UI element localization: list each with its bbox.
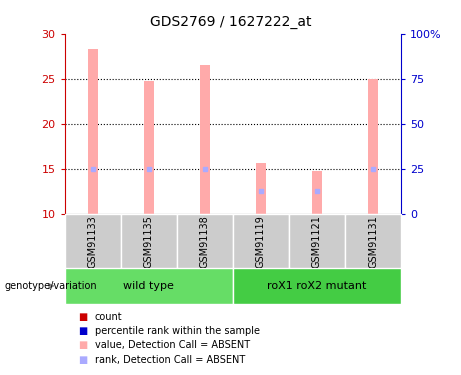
Text: ■: ■ [78, 340, 88, 350]
Bar [65, 214, 121, 268]
Bar [177, 214, 233, 268]
Text: GSM91121: GSM91121 [312, 215, 322, 268]
Text: GDS2769 / 1627222_at: GDS2769 / 1627222_at [150, 15, 311, 29]
Text: rank, Detection Call = ABSENT: rank, Detection Call = ABSENT [95, 355, 245, 364]
Bar [256, 164, 266, 214]
Bar [233, 214, 289, 268]
Bar [368, 79, 378, 214]
Bar [121, 214, 177, 268]
Text: ■: ■ [78, 312, 88, 322]
Text: GSM91138: GSM91138 [200, 215, 210, 268]
Bar [200, 65, 210, 214]
Text: roX1 roX2 mutant: roX1 roX2 mutant [267, 281, 366, 291]
FancyArrowPatch shape [48, 284, 53, 288]
Bar [65, 268, 233, 304]
Text: GSM91133: GSM91133 [88, 215, 98, 268]
Text: GSM91119: GSM91119 [256, 215, 266, 268]
Text: value, Detection Call = ABSENT: value, Detection Call = ABSENT [95, 340, 249, 350]
Bar [312, 171, 322, 214]
Bar [289, 214, 345, 268]
Bar [233, 268, 401, 304]
Text: genotype/variation: genotype/variation [5, 281, 97, 291]
Text: ■: ■ [78, 326, 88, 336]
Text: GSM91135: GSM91135 [144, 215, 154, 268]
Bar [88, 49, 98, 214]
Text: count: count [95, 312, 122, 322]
Text: wild type: wild type [123, 281, 174, 291]
Text: percentile rank within the sample: percentile rank within the sample [95, 326, 260, 336]
Bar [345, 214, 401, 268]
Bar [144, 81, 154, 214]
Text: ■: ■ [78, 355, 88, 364]
Text: GSM91131: GSM91131 [368, 215, 378, 268]
